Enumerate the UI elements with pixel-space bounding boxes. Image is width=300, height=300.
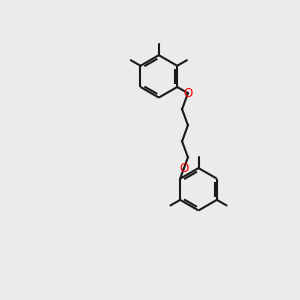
Text: O: O: [183, 87, 193, 100]
Text: O: O: [179, 163, 188, 176]
